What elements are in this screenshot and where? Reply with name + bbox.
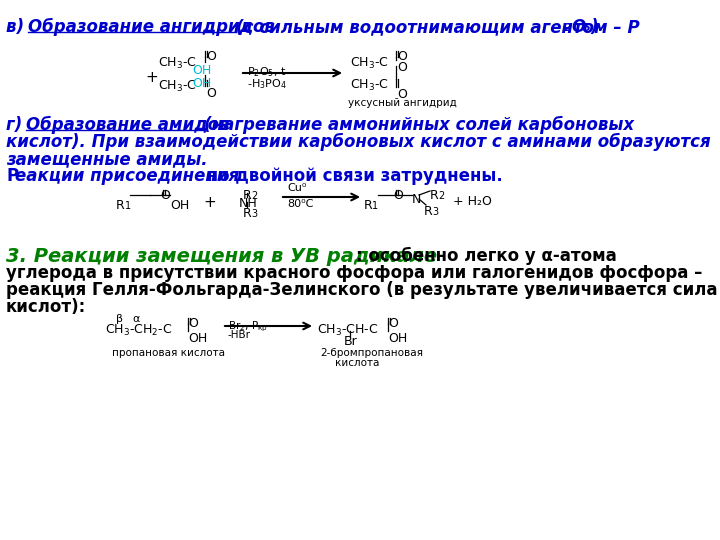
Text: : особенно легко у α-атома: : особенно легко у α-атома bbox=[356, 247, 617, 265]
Text: реакция Гелля-Фольгарда-Зелинского (в результате увеличивается сила: реакция Гелля-Фольгарда-Зелинского (в ре… bbox=[6, 281, 718, 299]
Text: Р: Р bbox=[6, 167, 18, 185]
Text: 1: 1 bbox=[125, 201, 131, 211]
Text: 2-бромпропановая: 2-бромпропановая bbox=[320, 348, 423, 358]
Text: NH: NH bbox=[239, 197, 258, 210]
Text: R: R bbox=[364, 199, 373, 212]
Text: 2: 2 bbox=[438, 191, 444, 201]
Text: уксусный ангидрид: уксусный ангидрид bbox=[348, 98, 456, 108]
Text: кислот). При взаимодействии карбоновых кислот с аминами образуются: кислот). При взаимодействии карбоновых к… bbox=[6, 133, 711, 151]
Text: 5: 5 bbox=[583, 23, 590, 33]
Text: Br: Br bbox=[344, 335, 358, 348]
Text: кислота: кислота bbox=[335, 358, 379, 368]
Text: Br$_2$, P$_{\rm кр}$: Br$_2$, P$_{\rm кр}$ bbox=[228, 320, 268, 334]
Text: R: R bbox=[243, 189, 252, 202]
Text: +: + bbox=[203, 195, 216, 210]
Text: O: O bbox=[397, 50, 407, 63]
Text: замещенные амиды.: замещенные амиды. bbox=[6, 150, 207, 168]
Text: OH: OH bbox=[170, 199, 189, 212]
Text: α: α bbox=[132, 314, 140, 324]
Text: Cu⁰: Cu⁰ bbox=[287, 183, 307, 193]
Text: P$_2$O$_5$, t: P$_2$O$_5$, t bbox=[247, 65, 287, 79]
Text: 1: 1 bbox=[372, 201, 378, 211]
Text: 2: 2 bbox=[251, 191, 257, 201]
Text: еакции присоединения: еакции присоединения bbox=[15, 167, 239, 185]
Text: в): в) bbox=[6, 18, 30, 36]
Text: OH: OH bbox=[192, 77, 211, 90]
Text: R: R bbox=[116, 199, 125, 212]
Text: CH$_3$-C: CH$_3$-C bbox=[158, 56, 197, 71]
Text: + H₂O: + H₂O bbox=[453, 195, 492, 208]
Text: O: O bbox=[188, 317, 198, 330]
Text: ): ) bbox=[590, 18, 598, 36]
Text: O: O bbox=[571, 18, 585, 36]
Text: 80⁰C: 80⁰C bbox=[287, 199, 313, 209]
Text: O: O bbox=[397, 61, 407, 74]
Text: 2: 2 bbox=[564, 23, 572, 33]
Text: R: R bbox=[430, 189, 438, 202]
Text: по двойной связи затруднены.: по двойной связи затруднены. bbox=[201, 167, 503, 185]
Text: O: O bbox=[388, 317, 398, 330]
Text: CH$_3$-C: CH$_3$-C bbox=[350, 78, 389, 93]
Text: O: O bbox=[397, 88, 407, 101]
Text: CH$_3$-CH-C: CH$_3$-CH-C bbox=[317, 323, 379, 338]
Text: 3: 3 bbox=[432, 207, 438, 217]
Text: пропановая кислота: пропановая кислота bbox=[112, 348, 225, 358]
Text: Образование амидов: Образование амидов bbox=[26, 116, 235, 134]
Text: OH: OH bbox=[188, 332, 207, 345]
Text: -H$_3$PO$_4$: -H$_3$PO$_4$ bbox=[247, 77, 287, 91]
Text: OH: OH bbox=[388, 332, 408, 345]
Text: +: + bbox=[145, 70, 158, 85]
Text: O: O bbox=[160, 189, 170, 202]
Text: O: O bbox=[206, 87, 216, 100]
Text: R: R bbox=[424, 205, 433, 218]
Text: N: N bbox=[412, 193, 421, 206]
Text: (с сильным водоотнимающим агентом – P: (с сильным водоотнимающим агентом – P bbox=[236, 18, 639, 36]
Text: CH$_3$-C: CH$_3$-C bbox=[158, 79, 197, 94]
Text: (нагревание аммонийных солей карбоновых: (нагревание аммонийных солей карбоновых bbox=[204, 116, 634, 134]
Text: 3: 3 bbox=[251, 209, 257, 219]
Text: CH$_3$-CH$_2$-C: CH$_3$-CH$_2$-C bbox=[105, 323, 173, 338]
Text: R: R bbox=[243, 207, 252, 220]
Text: O: O bbox=[206, 50, 216, 63]
Text: 3. Реакции замещения в УВ радикале: 3. Реакции замещения в УВ радикале bbox=[6, 247, 437, 266]
Text: кислот):: кислот): bbox=[6, 298, 86, 316]
Text: β: β bbox=[116, 314, 123, 324]
Text: г): г) bbox=[6, 116, 28, 134]
Text: CH$_3$-C: CH$_3$-C bbox=[350, 56, 389, 71]
Text: Образование ангидридов: Образование ангидридов bbox=[28, 18, 281, 36]
Text: -HBr: -HBr bbox=[228, 330, 251, 340]
Text: углерода в присутствии красного фосфора или галогенидов фосфора –: углерода в присутствии красного фосфора … bbox=[6, 264, 703, 282]
Text: O: O bbox=[393, 189, 403, 202]
Text: OH: OH bbox=[192, 64, 211, 77]
